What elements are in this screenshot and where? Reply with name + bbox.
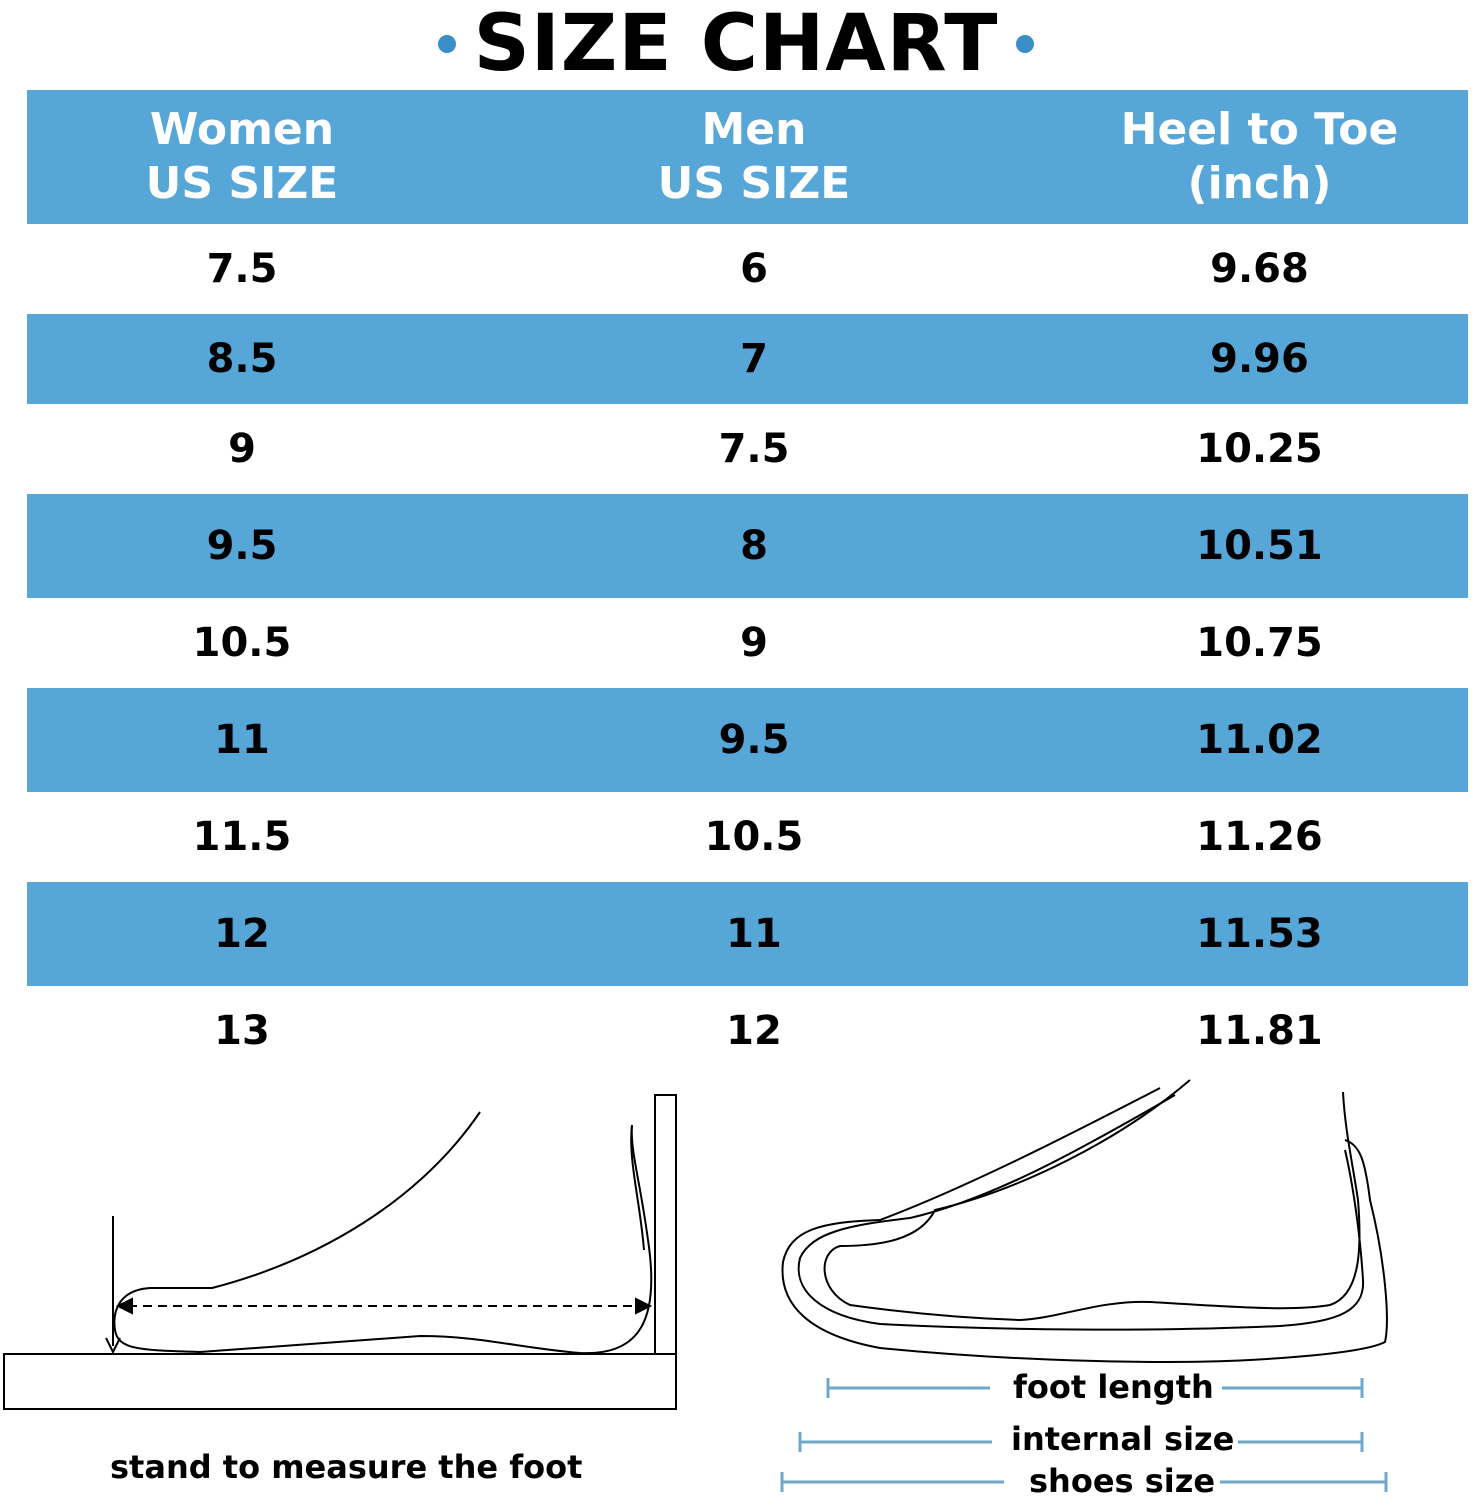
- bullet-dot-icon: [437, 35, 456, 53]
- women-size-cell: 8.5: [206, 336, 278, 382]
- women-size-cell: 7.5: [206, 246, 278, 292]
- men-size-cell: 10.5: [704, 814, 804, 860]
- shoes-size-label: shoes size: [1029, 1462, 1216, 1500]
- heel-to-toe-cell: 10.25: [1196, 426, 1323, 472]
- men-size-cell: 6: [740, 246, 768, 292]
- bullet-dot-icon: [1016, 35, 1035, 53]
- women-size-cell: 9: [228, 426, 256, 472]
- foot-length-label: foot length: [1013, 1368, 1214, 1406]
- heel-to-toe-cell: 11.26: [1196, 814, 1323, 860]
- table-row: 12 11 11.53: [27, 882, 1468, 986]
- table-row: 8.5 7 9.96: [27, 314, 1468, 404]
- heel-to-toe-cell: 9.96: [1210, 336, 1309, 382]
- shoe-outer-outline: [781, 1087, 1388, 1363]
- table-row: 9.5 8 10.51: [27, 494, 1468, 598]
- wall-board: [654, 1094, 677, 1355]
- women-size-cell: 9.5: [206, 523, 278, 569]
- foot-outline-left: [113, 1111, 653, 1355]
- women-size-cell: 13: [214, 1008, 270, 1054]
- size-measure-lines: [780, 1378, 1388, 1492]
- foot-measure-illustration: [3, 1079, 1388, 1492]
- header-men-us-size: Men US SIZE: [657, 104, 851, 209]
- men-size-cell: 11: [726, 911, 782, 957]
- right-arrowhead-icon: [635, 1297, 653, 1315]
- heel-to-toe-cell: 10.75: [1196, 620, 1323, 666]
- shoe-inner-outline: [797, 1094, 1365, 1331]
- header-heel-to-toe: Heel to Toe (inch): [1120, 104, 1399, 209]
- floor-board: [3, 1353, 677, 1410]
- women-size-cell: 11: [214, 717, 270, 763]
- men-size-cell: 12: [726, 1008, 782, 1054]
- heel-to-toe-cell: 10.51: [1196, 523, 1323, 569]
- table-row: 13 12 11.81: [27, 986, 1468, 1076]
- heel-contour: [630, 1124, 645, 1251]
- left-arrowhead-icon: [115, 1297, 133, 1315]
- women-size-cell: 11.5: [192, 814, 292, 860]
- heel-to-toe-cell: 9.68: [1210, 246, 1309, 292]
- foot-outline-right: [823, 1079, 1361, 1322]
- men-size-cell: 7.5: [718, 426, 790, 472]
- men-size-cell: 8: [740, 523, 768, 569]
- stand-measure-caption: stand to measure the foot: [110, 1448, 583, 1486]
- page-title: SIZE CHART: [473, 0, 999, 89]
- heel-to-toe-cell: 11.53: [1196, 911, 1323, 957]
- table-header: Women US SIZE Men US SIZE Heel to Toe (i…: [27, 90, 1468, 224]
- table-row: 7.5 6 9.68: [27, 224, 1468, 314]
- men-size-cell: 9: [740, 620, 768, 666]
- internal-size-label: internal size: [1011, 1420, 1235, 1458]
- women-size-cell: 12: [214, 911, 270, 957]
- men-size-cell: 9.5: [718, 717, 790, 763]
- shoe-foot-diagram: [781, 1079, 1388, 1363]
- table-row: 10.5 9 10.75: [27, 598, 1468, 688]
- table-row: 11.5 10.5 11.26: [27, 792, 1468, 882]
- women-size-cell: 10.5: [192, 620, 292, 666]
- heel-to-toe-cell: 11.02: [1196, 717, 1323, 763]
- men-size-cell: 7: [740, 336, 768, 382]
- chart-title-bar: SIZE CHART: [0, 0, 1472, 88]
- table-row: 9 7.5 10.25: [27, 404, 1468, 494]
- heel-to-toe-cell: 11.81: [1196, 1008, 1323, 1054]
- standing-foot-diagram: [3, 1094, 677, 1410]
- header-women-us-size: Women US SIZE: [145, 104, 339, 209]
- table-row: 11 9.5 11.02: [27, 688, 1468, 792]
- down-arrow-icon: [105, 1337, 121, 1355]
- size-table: Women US SIZE Men US SIZE Heel to Toe (i…: [27, 90, 1468, 1076]
